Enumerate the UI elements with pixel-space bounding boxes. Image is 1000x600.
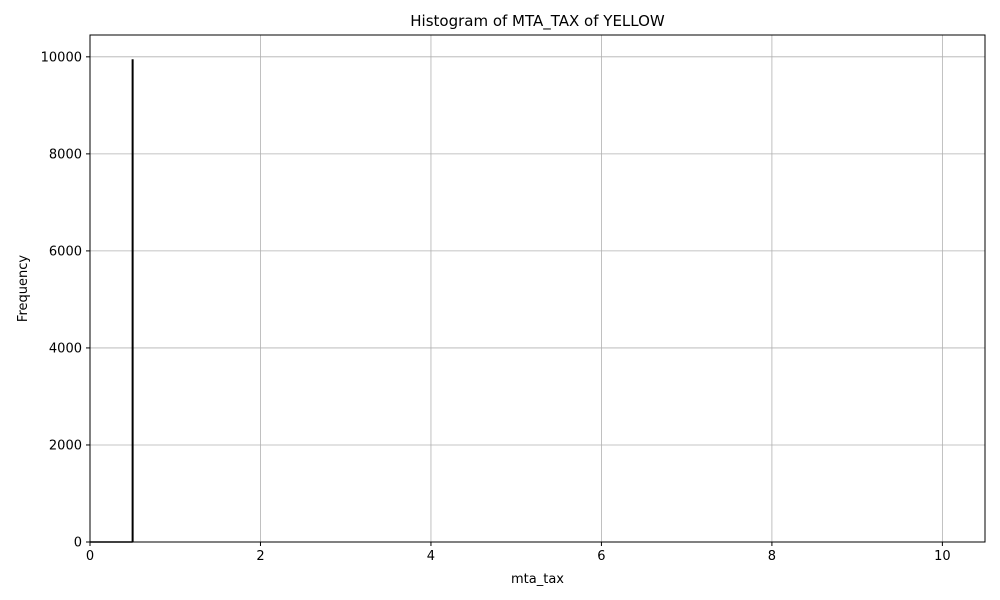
x-tick-label: 10	[934, 549, 951, 564]
grid	[89, 35, 985, 543]
histogram-bars	[90, 59, 134, 543]
x-axis-title: mta_tax	[511, 572, 564, 587]
histogram-bar	[131, 59, 134, 543]
y-axis-ticks: 0 2000 4000 6000 8000 10000	[41, 50, 90, 551]
y-tick-label: 0	[74, 536, 82, 551]
y-tick-label: 6000	[49, 244, 82, 259]
x-tick-label: 6	[597, 549, 605, 564]
x-tick-label: 8	[768, 549, 776, 564]
y-axis-title: Frequency	[16, 255, 31, 322]
y-tick-label: 8000	[49, 147, 82, 162]
chart-title: Histogram of MTA_TAX of YELLOW	[410, 12, 665, 31]
x-tick-label: 4	[427, 549, 435, 564]
y-tick-label: 4000	[49, 341, 82, 356]
x-axis-ticks: 0 2 4 6 8 10	[86, 542, 951, 564]
x-tick-label: 2	[256, 549, 264, 564]
x-tick-label: 0	[86, 549, 94, 564]
y-tick-label: 10000	[41, 50, 82, 65]
plot-frame	[89, 34, 986, 543]
y-tick-label: 2000	[49, 438, 82, 453]
